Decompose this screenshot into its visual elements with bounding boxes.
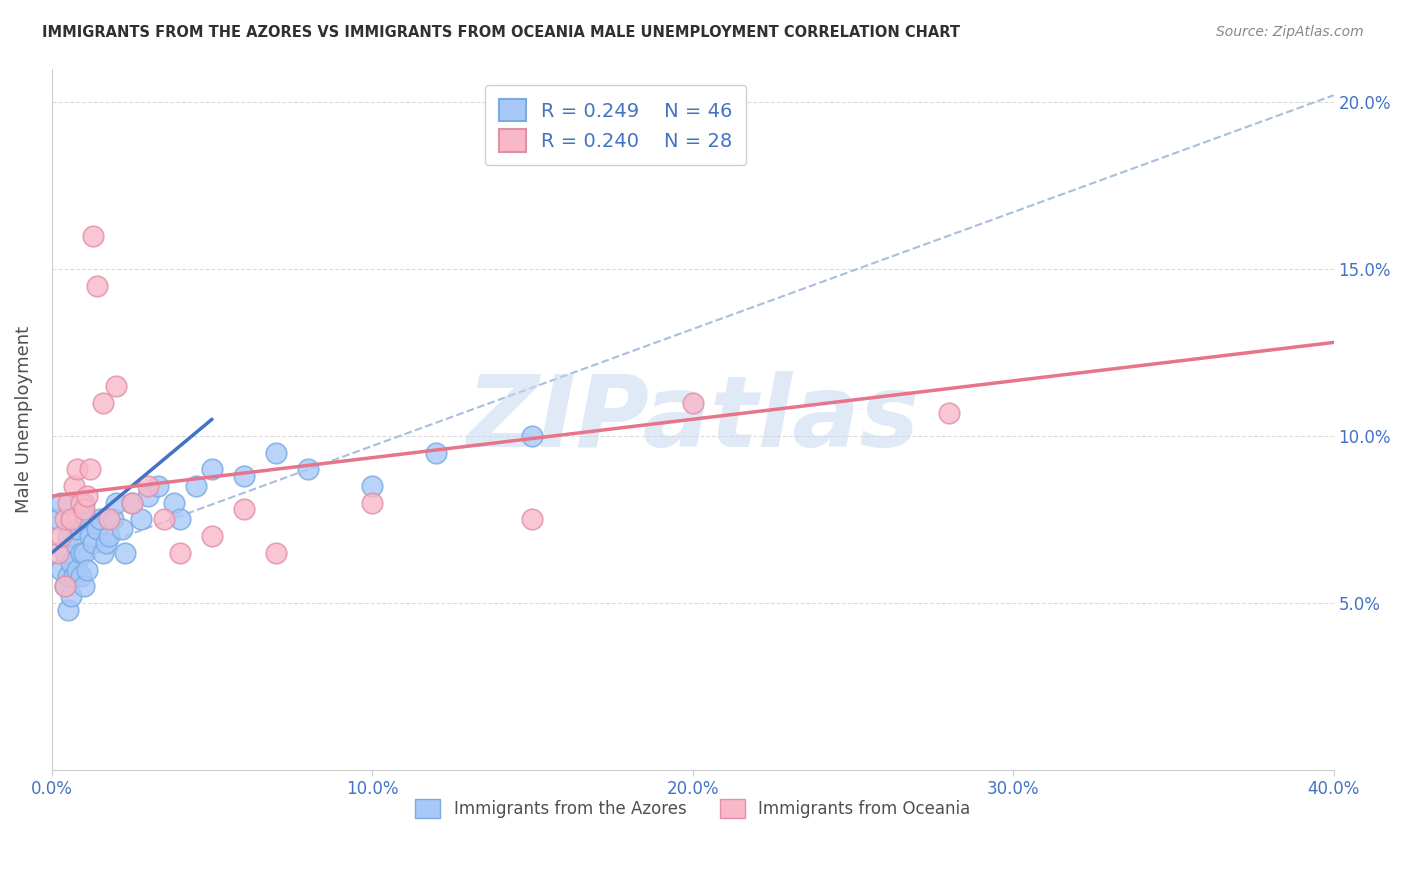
Point: [73, 546, 96, 560]
Point: [79, 462, 101, 476]
Point: [46, 546, 69, 560]
Point: [111, 523, 134, 537]
Point: [86, 278, 108, 293]
Point: [136, 479, 159, 493]
Point: [146, 479, 169, 493]
Point: [53, 579, 76, 593]
Text: IMMIGRANTS FROM THE AZORES VS IMMIGRANTS FROM OCEANIA MALE UNEMPLOYMENT CORRELAT: IMMIGRANTS FROM THE AZORES VS IMMIGRANTS…: [42, 25, 960, 40]
Point: [51, 563, 73, 577]
Point: [98, 512, 121, 526]
Point: [69, 496, 91, 510]
Point: [89, 512, 111, 526]
Point: [101, 512, 124, 526]
Point: [121, 496, 143, 510]
Point: [104, 496, 127, 510]
Point: [98, 529, 121, 543]
Point: [82, 228, 104, 243]
Point: [184, 479, 207, 493]
Point: [79, 529, 101, 543]
Point: [53, 546, 76, 560]
Point: [59, 589, 82, 603]
Point: [361, 496, 384, 510]
Point: [233, 469, 256, 483]
Point: [136, 489, 159, 503]
Point: [46, 512, 69, 526]
Point: [361, 479, 384, 493]
Point: [96, 536, 118, 550]
Point: [59, 512, 82, 526]
Point: [76, 563, 98, 577]
Point: [522, 429, 544, 443]
Point: [153, 512, 176, 526]
Point: [51, 496, 73, 510]
Point: [63, 479, 86, 493]
Text: ZIPatlas: ZIPatlas: [467, 371, 920, 467]
Point: [63, 536, 86, 550]
Point: [59, 556, 82, 570]
Point: [169, 512, 191, 526]
Point: [682, 395, 704, 409]
Point: [91, 395, 114, 409]
Point: [86, 523, 108, 537]
Point: [66, 563, 89, 577]
Point: [297, 462, 319, 476]
Point: [63, 569, 86, 583]
Point: [76, 489, 98, 503]
Point: [82, 536, 104, 550]
Text: Source: ZipAtlas.com: Source: ZipAtlas.com: [1216, 25, 1364, 39]
Point: [56, 569, 79, 583]
Point: [73, 502, 96, 516]
Point: [76, 512, 98, 526]
Point: [131, 512, 153, 526]
Point: [73, 579, 96, 593]
Y-axis label: Male Unemployment: Male Unemployment: [15, 326, 32, 513]
Point: [56, 602, 79, 616]
Point: [56, 529, 79, 543]
Point: [66, 523, 89, 537]
Point: [69, 569, 91, 583]
Point: [66, 462, 89, 476]
Point: [51, 529, 73, 543]
Point: [201, 462, 224, 476]
Point: [53, 579, 76, 593]
Point: [201, 529, 224, 543]
Point: [56, 496, 79, 510]
Point: [114, 546, 136, 560]
Point: [162, 496, 184, 510]
Point: [169, 546, 191, 560]
Point: [91, 546, 114, 560]
Point: [53, 512, 76, 526]
Point: [104, 379, 127, 393]
Point: [233, 502, 256, 516]
Point: [73, 496, 96, 510]
Point: [522, 512, 544, 526]
Point: [264, 445, 287, 459]
Legend: Immigrants from the Azores, Immigrants from Oceania: Immigrants from the Azores, Immigrants f…: [409, 792, 977, 825]
Point: [425, 445, 447, 459]
Point: [69, 546, 91, 560]
Point: [264, 546, 287, 560]
Point: [121, 496, 143, 510]
Point: [938, 406, 960, 420]
